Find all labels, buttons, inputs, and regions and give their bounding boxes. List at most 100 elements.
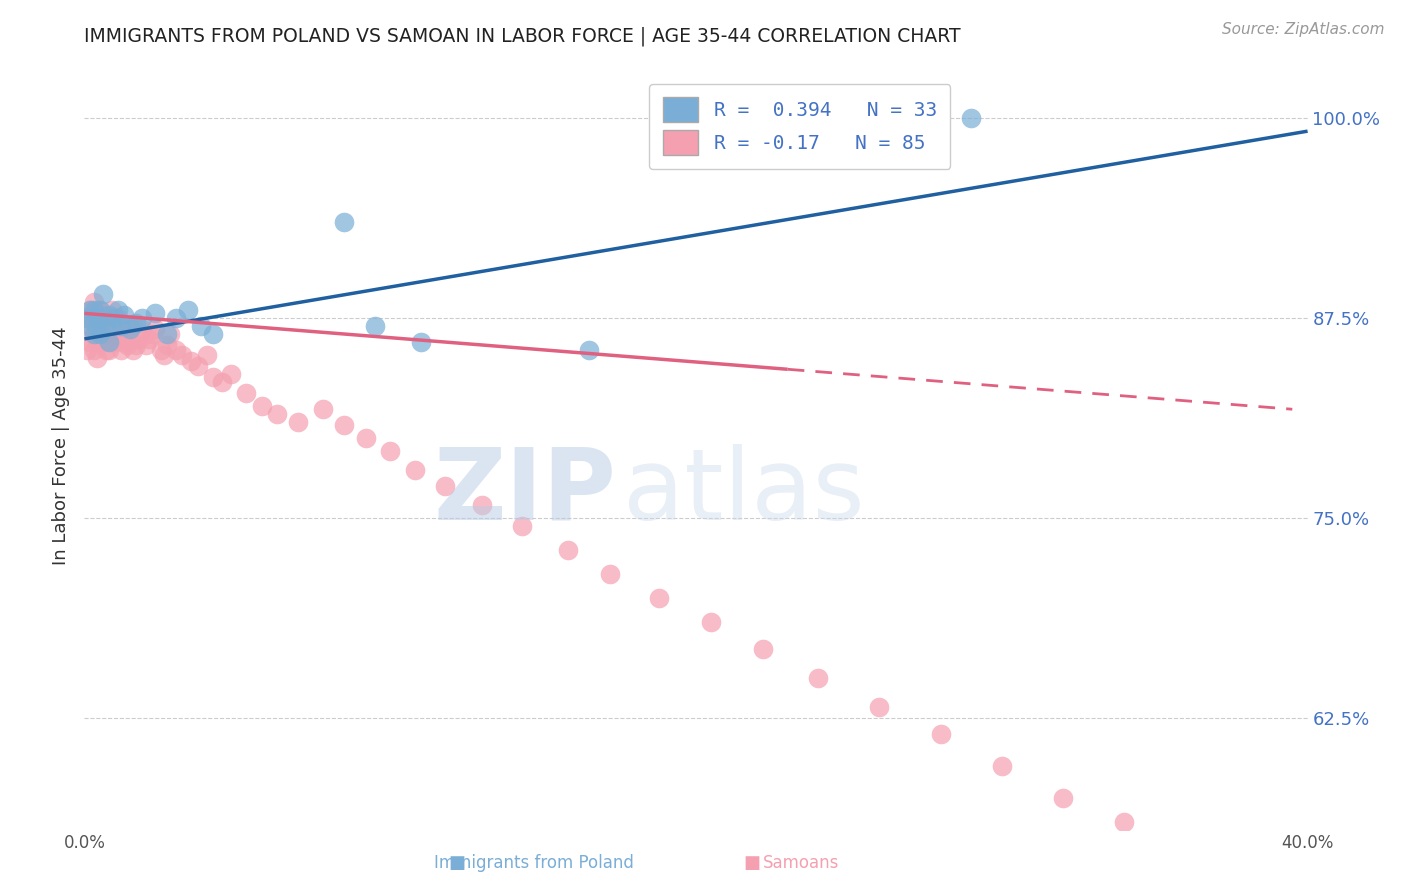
Point bbox=[700, 615, 723, 629]
Point bbox=[112, 319, 135, 334]
Point bbox=[104, 311, 127, 326]
Point bbox=[97, 308, 120, 322]
Point bbox=[86, 351, 108, 365]
Point bbox=[83, 311, 105, 326]
Point bbox=[138, 332, 160, 346]
Point bbox=[120, 332, 142, 346]
Text: Samoans: Samoans bbox=[763, 855, 839, 872]
Point bbox=[122, 319, 145, 334]
Point bbox=[219, 367, 242, 381]
Point bbox=[89, 311, 111, 326]
Point bbox=[201, 370, 224, 384]
Point bbox=[578, 343, 600, 358]
Point bbox=[101, 335, 124, 350]
Point bbox=[110, 343, 132, 358]
Point bbox=[235, 386, 257, 401]
Point bbox=[434, 479, 457, 493]
Point bbox=[120, 322, 142, 336]
Point bbox=[156, 327, 179, 342]
Point bbox=[97, 335, 120, 350]
Point bbox=[76, 343, 98, 358]
Point bbox=[131, 311, 153, 326]
Point bbox=[250, 399, 273, 413]
Point bbox=[991, 758, 1014, 772]
Point bbox=[110, 319, 132, 334]
Point bbox=[83, 295, 105, 310]
Point bbox=[557, 542, 579, 557]
Point bbox=[143, 306, 166, 320]
Point bbox=[83, 319, 105, 334]
Point bbox=[91, 311, 114, 326]
Point bbox=[91, 287, 114, 301]
Point bbox=[287, 415, 309, 429]
Point bbox=[135, 338, 157, 352]
Point bbox=[89, 327, 111, 342]
Point bbox=[869, 699, 891, 714]
Point bbox=[177, 303, 200, 318]
Point bbox=[76, 319, 98, 334]
Point bbox=[79, 311, 101, 326]
Point bbox=[89, 319, 111, 334]
Point bbox=[83, 303, 105, 318]
Point bbox=[165, 343, 187, 358]
Point bbox=[104, 311, 127, 326]
Text: ■: ■ bbox=[449, 855, 465, 872]
Point bbox=[648, 591, 671, 605]
Point bbox=[354, 431, 377, 445]
Point bbox=[165, 311, 187, 326]
Point bbox=[266, 407, 288, 421]
Point bbox=[141, 327, 163, 342]
Point bbox=[79, 319, 101, 334]
Point bbox=[380, 443, 402, 458]
Point bbox=[128, 332, 150, 346]
Point bbox=[125, 338, 148, 352]
Point bbox=[180, 354, 202, 368]
Point bbox=[195, 348, 218, 362]
Point bbox=[94, 316, 117, 330]
Point bbox=[104, 319, 127, 334]
Point bbox=[89, 335, 111, 350]
Point bbox=[807, 671, 830, 685]
Point bbox=[1052, 790, 1074, 805]
Point bbox=[201, 327, 224, 342]
Point bbox=[510, 519, 533, 533]
Text: Source: ZipAtlas.com: Source: ZipAtlas.com bbox=[1222, 22, 1385, 37]
Point bbox=[107, 303, 129, 318]
Point bbox=[115, 338, 138, 352]
Point bbox=[97, 343, 120, 358]
Point bbox=[86, 327, 108, 342]
Point bbox=[752, 642, 775, 657]
Point bbox=[172, 348, 194, 362]
Legend: R =  0.394   N = 33, R = -0.17   N = 85: R = 0.394 N = 33, R = -0.17 N = 85 bbox=[650, 84, 950, 169]
Point bbox=[86, 319, 108, 334]
Point bbox=[91, 327, 114, 342]
Point bbox=[211, 375, 233, 389]
Point bbox=[112, 335, 135, 350]
Point bbox=[79, 303, 101, 318]
Point bbox=[333, 418, 356, 433]
Point bbox=[94, 327, 117, 342]
Point bbox=[156, 338, 179, 352]
Point bbox=[364, 319, 387, 334]
Point bbox=[107, 327, 129, 342]
Point bbox=[83, 327, 105, 342]
Point bbox=[91, 311, 114, 326]
Point bbox=[107, 311, 129, 326]
Point bbox=[94, 343, 117, 358]
Point bbox=[125, 316, 148, 330]
Point bbox=[153, 348, 176, 362]
Point bbox=[86, 311, 108, 326]
Point bbox=[79, 303, 101, 318]
Text: ZIP: ZIP bbox=[433, 443, 616, 541]
Point bbox=[101, 303, 124, 318]
Point bbox=[112, 308, 135, 322]
Point bbox=[122, 343, 145, 358]
Point bbox=[409, 335, 432, 350]
Point bbox=[143, 322, 166, 336]
Point bbox=[86, 335, 108, 350]
Point bbox=[404, 463, 426, 477]
Point bbox=[312, 402, 335, 417]
Point bbox=[94, 319, 117, 334]
Point bbox=[76, 311, 98, 326]
Point bbox=[190, 319, 212, 334]
